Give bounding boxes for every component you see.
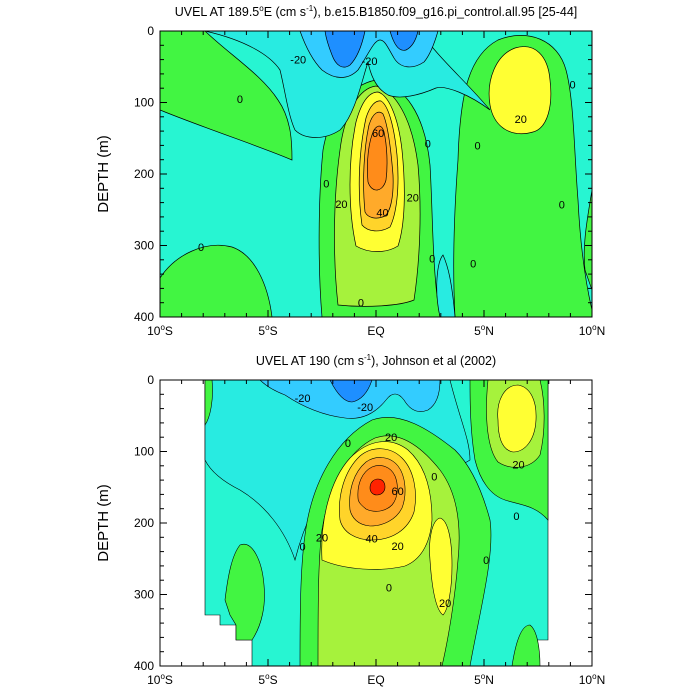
top-contour-label: 0 [358, 298, 364, 310]
top-x-tick-label: EQ [367, 324, 384, 338]
bottom-y-tick-label: 100 [134, 445, 154, 459]
bottom-y-tick-label: 0 [147, 373, 154, 387]
bottom-contour-label: 20 [316, 532, 328, 544]
top-x-tick-label: 5oN [474, 323, 494, 338]
top-contour-label: 0 [237, 94, 243, 106]
bottom-contour-label: -20 [357, 402, 373, 414]
bottom-x-tick-label: 5oS [258, 672, 277, 687]
top-contour-label: 20 [407, 193, 419, 205]
bottom-panel-title: UVEL AT 190 (cm s-1), Johnson et al (200… [256, 353, 496, 368]
bottom-x-tick-label: EQ [367, 673, 384, 687]
top-x-tick-label: 5oS [258, 323, 277, 338]
bottom-fill-m40-m20 [329, 380, 373, 403]
bottom-panel: UVEL AT 190 (cm s-1), Johnson et al (200… [95, 353, 605, 687]
bottom-contour-label: 60 [391, 486, 403, 498]
bottom-fill-70-plus [369, 478, 386, 496]
top-fill-m40-m20 [324, 31, 366, 68]
bottom-y-tick-label: 400 [134, 659, 154, 673]
top-y-tick-label: 400 [134, 310, 154, 324]
top-contour-label: 0 [425, 138, 431, 150]
top-fill-10-20-rightedge [583, 189, 592, 291]
top-x-tick-label: 10oS [147, 323, 173, 338]
top-contour-labels: -20 -20 0 0 0 0 0 0 0 0 0 0 20 20 20 40 60 [198, 55, 576, 310]
top-fill-10-20-southwest [160, 244, 273, 317]
top-fill-10-20-east [453, 35, 592, 317]
bottom-contour-labels: -20 -20 20 0 0 20 0 60 20 40 20 0 0 20 0 [295, 393, 525, 610]
bottom-contour-label: -20 [295, 393, 311, 405]
top-x-tick-label: 10oN [579, 323, 605, 338]
top-contour-fill [160, 31, 592, 317]
bottom-fill-10-20-southwest [224, 543, 265, 641]
top-ticks [159, 30, 593, 318]
bottom-contour-label: 0 [431, 472, 437, 484]
bottom-fill-30-40-east [497, 384, 537, 453]
bottom-y-tick-label: 300 [134, 588, 154, 602]
top-contour-label: 0 [429, 253, 435, 265]
top-y-axis-label: DEPTH (m) [95, 135, 112, 213]
bottom-y-axis-label: DEPTH (m) [95, 484, 112, 562]
top-contour-label: 0 [474, 140, 480, 152]
bottom-contour-fill [160, 380, 592, 666]
top-y-tick-label: 200 [134, 167, 154, 181]
bottom-y-tick-label: 200 [134, 516, 154, 530]
top-contour-label: 0 [323, 178, 329, 190]
bottom-ticks [159, 379, 593, 667]
bottom-x-tick-label: 10oS [147, 672, 173, 687]
bottom-contour-label: 0 [513, 511, 519, 523]
bottom-fill-10-20-southeast [511, 624, 541, 666]
top-fill-60-70-center [367, 125, 388, 191]
bottom-contour-label: 20 [385, 432, 397, 444]
bottom-contour-label: 0 [386, 582, 392, 594]
top-contour-label: 20 [335, 199, 347, 211]
bottom-contour-label: 0 [345, 438, 351, 450]
top-contour-label: 20 [515, 114, 527, 126]
top-contour-label: 40 [376, 208, 388, 220]
bottom-contour-label: 20 [512, 459, 524, 471]
bottom-contour-label: 20 [439, 598, 451, 610]
bottom-contour-label: 40 [366, 534, 378, 546]
top-panel-title: UVEL AT 189.5oE (cm s-1), b.e15.B1850.f0… [175, 4, 578, 19]
bottom-contour-label: 0 [299, 542, 305, 554]
top-contour-label: 60 [372, 128, 384, 140]
bottom-x-tick-label: 10oN [579, 672, 605, 687]
top-contour-label: 0 [470, 258, 476, 270]
top-y-tick-label: 0 [147, 24, 154, 38]
top-contour-label: 0 [198, 242, 204, 254]
top-fill-m40-m20-b [389, 31, 419, 51]
top-panel: UVEL AT 189.5oE (cm s-1), b.e15.B1850.f0… [95, 4, 605, 338]
top-y-tick-label: 300 [134, 239, 154, 253]
top-contour-label: -20 [362, 56, 378, 68]
top-contour-label: 0 [569, 80, 575, 92]
bottom-x-tick-label: 5oN [474, 672, 494, 687]
top-contour-label: 0 [559, 200, 565, 212]
top-fill-m10-0-southcenter [436, 254, 456, 317]
top-fill-30-40-east [488, 46, 552, 135]
bottom-fill-30-40-spike [429, 517, 453, 616]
top-fill-10-20-west [160, 31, 293, 161]
top-contour-label: -20 [290, 55, 306, 67]
bottom-contour-label: 20 [391, 541, 403, 553]
top-y-tick-label: 100 [134, 96, 154, 110]
bottom-contour-label: 0 [483, 555, 489, 567]
